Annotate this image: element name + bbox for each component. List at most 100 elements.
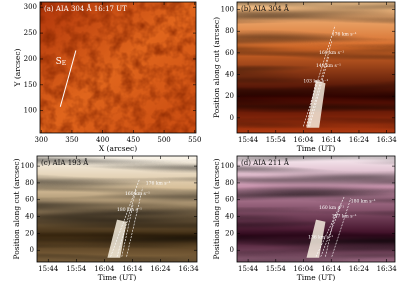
y-tick-label: 20 bbox=[225, 229, 234, 237]
slope-line bbox=[331, 198, 352, 257]
annotation-text: 160 km s⁻¹ bbox=[125, 191, 150, 197]
annotation: 149 km s⁻¹ bbox=[316, 62, 341, 68]
annotation: 160 km s⁻¹ bbox=[125, 191, 150, 197]
panel: (d) AIA 211 Å 15:44 15:54 16:04 16:14 16:24 16… bbox=[212, 155, 398, 282]
annotation: 176 km s⁻¹ bbox=[146, 180, 171, 186]
y-axis-label: Y (arcsec) bbox=[13, 48, 22, 87]
y-axis-label: Position along cut (arcsec) bbox=[12, 158, 21, 259]
annotation-text: 160 km s⁻¹ bbox=[319, 204, 344, 210]
annotation-text: 180 km s⁻¹ bbox=[351, 198, 376, 204]
annotation-text: 136 km s⁻¹ bbox=[308, 234, 333, 240]
slope-line bbox=[116, 189, 137, 257]
panel: (b) AIA 304 Å 15:44 15:54 16:04 16:14 16:24 16… bbox=[212, 1, 398, 153]
plot-frame bbox=[236, 1, 396, 134]
x-tick-label: 16:34 bbox=[377, 136, 398, 144]
annotation: 180 km s⁻¹ bbox=[117, 207, 142, 213]
panel-title: (c) AIA 193 Å bbox=[41, 158, 89, 167]
x-tick-label: 16:24 bbox=[349, 265, 370, 273]
slope-line bbox=[126, 187, 143, 257]
slope-line bbox=[303, 25, 336, 127]
x-tick-label: 500 bbox=[157, 136, 170, 144]
panel-title: (a) AIA 304 Å 16:17 UT bbox=[44, 4, 127, 13]
panel-title: (d) AIA 211 Å bbox=[241, 158, 290, 167]
x-tick-label: 15:44 bbox=[238, 265, 259, 273]
x-tick-label: 16:24 bbox=[349, 136, 370, 144]
annotation-text: 103 km s⁻¹ bbox=[303, 78, 328, 84]
y-tick-label: 0 bbox=[30, 246, 34, 254]
bright-streak bbox=[306, 219, 326, 258]
x-tick-label: 350 bbox=[65, 136, 78, 144]
x-tick-label: 16:34 bbox=[178, 265, 199, 273]
slope-line bbox=[121, 204, 134, 257]
x-axis-label: Time (UT) bbox=[98, 273, 137, 282]
y-tick-label: 60 bbox=[25, 196, 34, 204]
annotation: 103 km s⁻¹ bbox=[303, 78, 328, 84]
x-axis-label: Time (UT) bbox=[297, 144, 336, 153]
y-tick-label: 100 bbox=[24, 107, 37, 115]
bright-streak bbox=[107, 219, 127, 258]
panel-title: (b) AIA 304 Å bbox=[241, 4, 290, 13]
annotation: 136 km s⁻¹ bbox=[308, 234, 333, 240]
y-tick-label: 60 bbox=[225, 49, 234, 57]
panel: (c) AIA 193 Å 15:44 15:54 16:04 16:14 16:24 16… bbox=[12, 155, 199, 282]
x-tick-label: 16:34 bbox=[377, 265, 398, 273]
y-tick-label: 0 bbox=[230, 114, 234, 122]
annotation-text: 197 km s⁻¹ bbox=[332, 213, 357, 219]
x-tick-label: 16:14 bbox=[321, 265, 342, 273]
y-tick-label: 80 bbox=[225, 27, 234, 35]
y-tick-label: 100 bbox=[221, 6, 234, 14]
x-tick-label: 16:24 bbox=[150, 265, 171, 273]
x-axis-label: Time (UT) bbox=[297, 273, 336, 282]
y-tick-label: 40 bbox=[25, 213, 34, 221]
y-tick-label: 200 bbox=[24, 55, 37, 63]
y-tick-label: 150 bbox=[24, 81, 37, 89]
x-tick-label: 16:04 bbox=[293, 265, 314, 273]
y-tick-label: 40 bbox=[225, 71, 234, 79]
annotation: 160 km s⁻¹ bbox=[319, 204, 344, 210]
y-tick-label: 20 bbox=[25, 229, 34, 237]
y-tick-label: 300 bbox=[24, 3, 37, 11]
x-tick-label: 15:54 bbox=[266, 265, 287, 273]
x-tick-label: 300 bbox=[35, 136, 48, 144]
x-tick-label: 400 bbox=[96, 136, 109, 144]
y-tick-label: 0 bbox=[230, 246, 234, 254]
y-tick-label: 20 bbox=[225, 92, 234, 100]
x-tick-label: 16:04 bbox=[293, 136, 314, 144]
x-tick-label: 15:44 bbox=[238, 136, 259, 144]
cut-line bbox=[59, 50, 77, 107]
annotation-text: 180 km s⁻¹ bbox=[117, 207, 142, 213]
annotation-text: S bbox=[56, 56, 62, 66]
annotation: 176 km s⁻¹ bbox=[332, 31, 357, 37]
annotation-subscript: E bbox=[62, 59, 66, 66]
plot-frame bbox=[36, 155, 198, 263]
y-tick-label: 60 bbox=[225, 196, 234, 204]
y-tick-label: 100 bbox=[21, 162, 34, 170]
annotation: 160 km s⁻¹ bbox=[319, 49, 344, 55]
slope-line bbox=[110, 179, 140, 257]
panel: (a) AIA 304 Å 16:17 UT 300 350 400 450 500 550… bbox=[13, 1, 201, 153]
slope-line bbox=[307, 41, 333, 127]
x-tick-label: 550 bbox=[188, 136, 201, 144]
slope-line bbox=[309, 56, 329, 127]
y-axis-label: Position along cut (arcsec) bbox=[212, 17, 221, 118]
x-tick-label: 16:04 bbox=[94, 265, 115, 273]
y-tick-label: 250 bbox=[24, 29, 37, 37]
image-texture bbox=[40, 2, 196, 133]
annotation: 180 km s⁻¹ bbox=[351, 198, 376, 204]
y-tick-label: 40 bbox=[225, 213, 234, 221]
plot-frame bbox=[236, 155, 396, 263]
x-tick-label: 450 bbox=[127, 136, 140, 144]
x-tick-label: 15:44 bbox=[38, 265, 59, 273]
slope-line bbox=[325, 214, 336, 257]
annotation-text: 176 km s⁻¹ bbox=[332, 31, 357, 37]
annotation-text: 160 km s⁻¹ bbox=[319, 49, 344, 55]
annotation: 197 km s⁻¹ bbox=[332, 213, 357, 219]
y-tick-label: 80 bbox=[25, 179, 34, 187]
annotation-text: 176 km s⁻¹ bbox=[146, 180, 171, 186]
x-tick-label: 16:14 bbox=[122, 265, 143, 273]
y-axis-label: Position along cut (arcsec) bbox=[212, 158, 221, 259]
x-tick-label: 15:54 bbox=[266, 136, 287, 144]
y-tick-label: 80 bbox=[225, 179, 234, 187]
slope-line bbox=[315, 196, 345, 257]
